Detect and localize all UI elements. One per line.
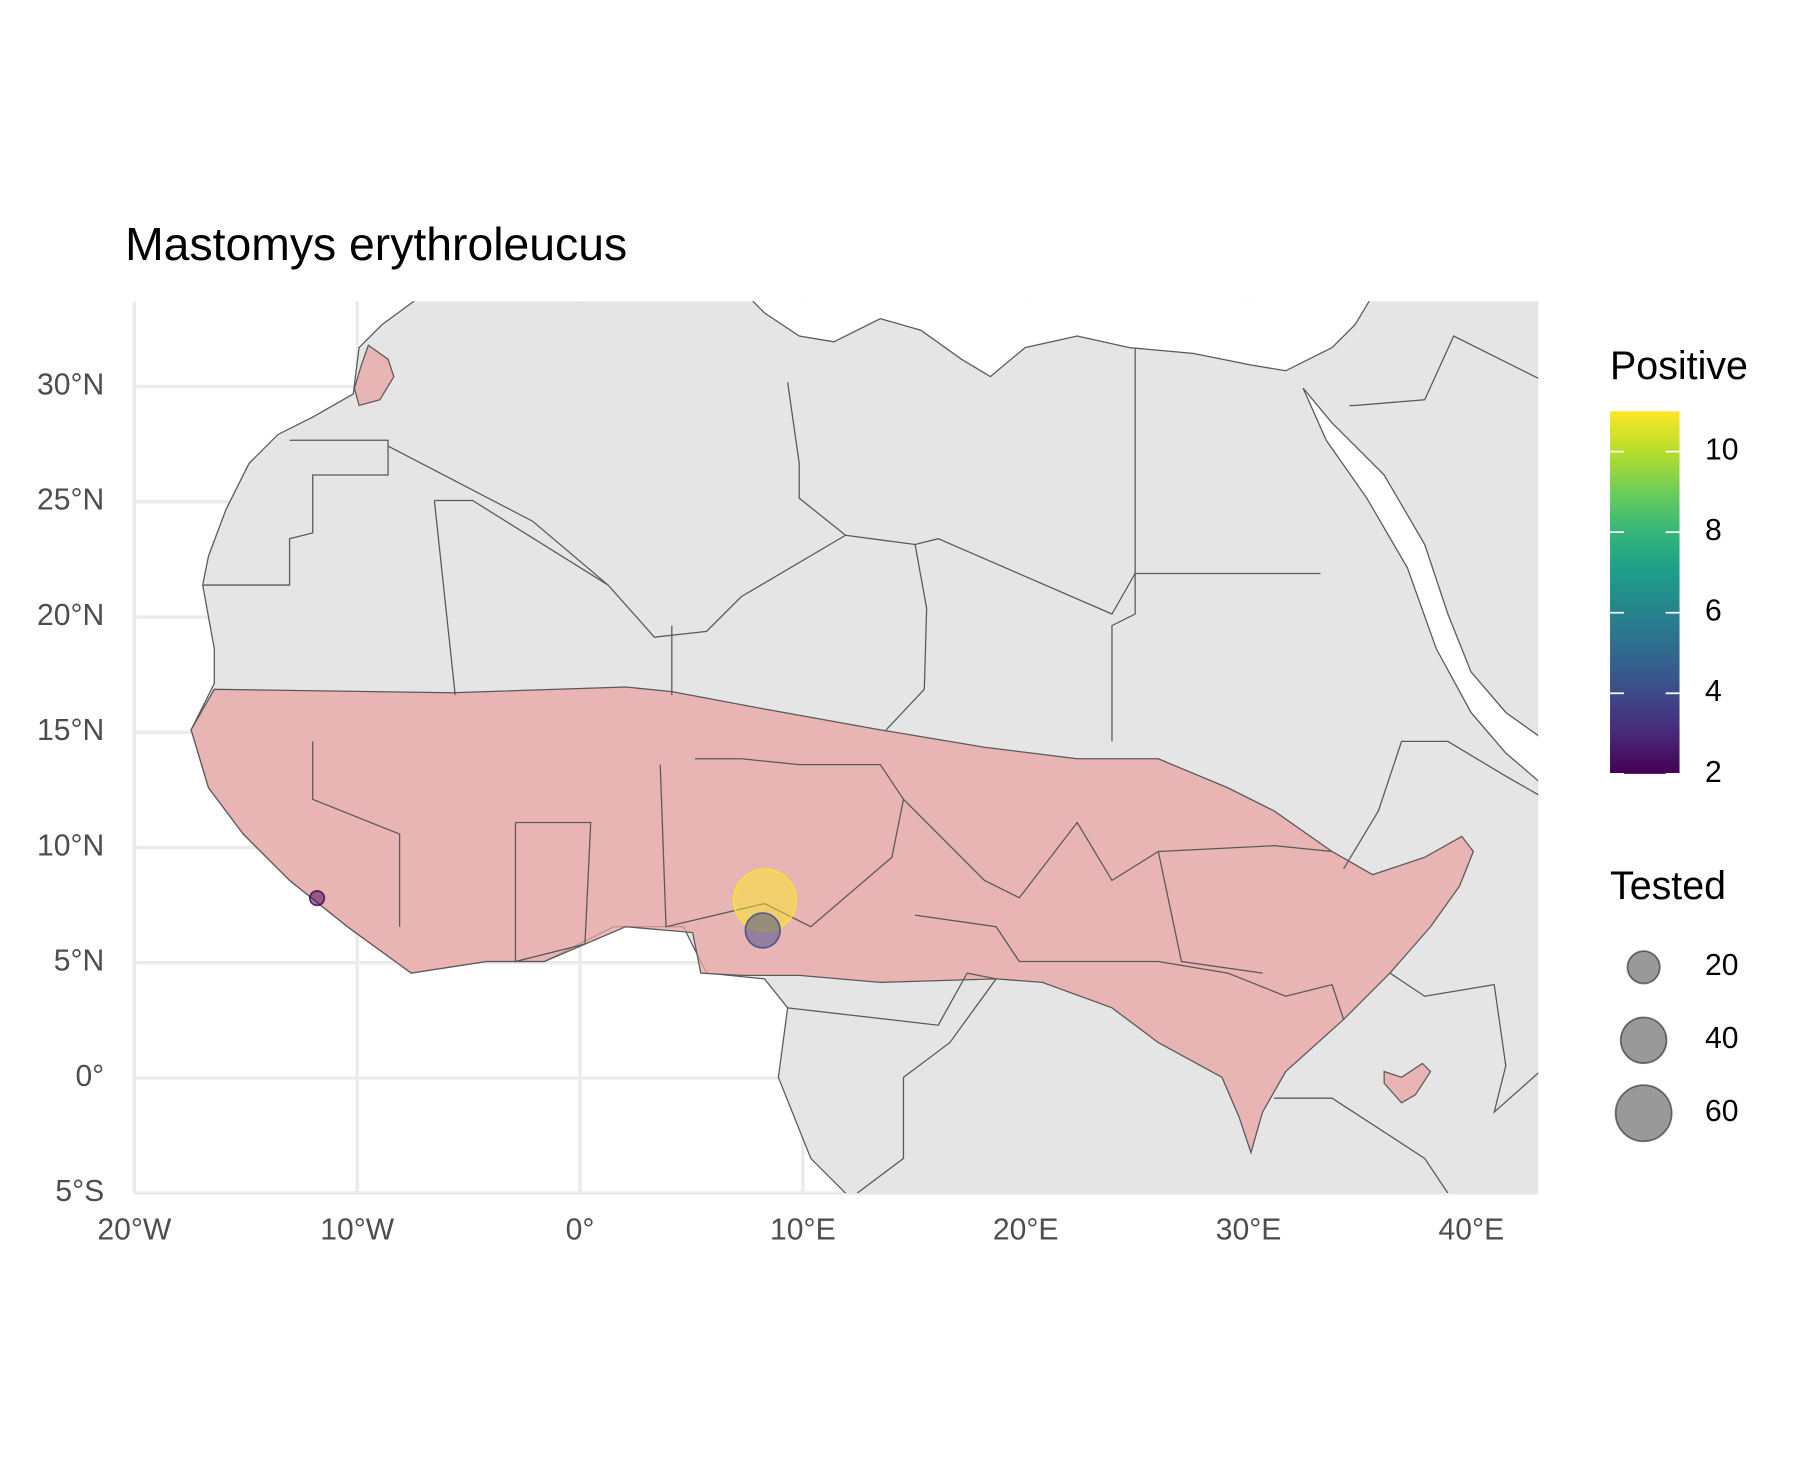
colorbar-label: 4 [1705, 675, 1722, 708]
border [1349, 335, 1539, 407]
x-tick-label: 10°E [770, 1213, 836, 1246]
colorbar-label: 8 [1705, 514, 1722, 547]
y-tick-label: 5°S [55, 1175, 104, 1208]
mediterranean [751, 301, 1370, 378]
y-tick-label: 15°N [37, 714, 104, 747]
size-legend-title: Tested [1610, 864, 1726, 908]
colorbar-label: 6 [1705, 595, 1722, 628]
point [308, 890, 326, 907]
x-tick-label: 10°W [320, 1213, 395, 1246]
border [433, 500, 456, 696]
y-tick-label: 25°N [37, 484, 104, 517]
border [1157, 851, 1263, 974]
range-area [353, 344, 395, 407]
range-area [1383, 1062, 1432, 1104]
border [434, 499, 609, 586]
legend: Positive Tested 2 4 6 8 10 20 40 60 [1610, 344, 1748, 1143]
x-tick-label: 0° [566, 1213, 595, 1246]
border [514, 821, 592, 963]
border [1274, 1097, 1449, 1194]
x-tick-label: 40°E [1439, 1213, 1505, 1246]
size-key [1626, 950, 1661, 985]
point [744, 912, 782, 949]
size-label: 40 [1705, 1022, 1739, 1055]
x-tick-label: 30°E [1216, 1213, 1282, 1246]
border [387, 445, 1321, 638]
border [312, 741, 401, 927]
x-tick-label: 20°E [993, 1213, 1059, 1246]
colorbar-label: 2 [1705, 756, 1722, 789]
colorbar [1610, 411, 1680, 774]
y-tick-label: 5°N [54, 945, 105, 978]
red-sea [1302, 387, 1539, 782]
border [787, 972, 998, 1194]
map-layer [190, 301, 1539, 1194]
y-tick-label: 0° [75, 1060, 104, 1093]
size-label: 20 [1705, 949, 1739, 982]
border [1389, 972, 1539, 1114]
size-key [1619, 1016, 1668, 1065]
border [1343, 740, 1539, 870]
border [914, 914, 1345, 1020]
size-key [1614, 1084, 1673, 1143]
y-tick-label: 20°N [37, 599, 104, 632]
points [308, 868, 798, 949]
border [659, 758, 905, 928]
y-tick-label: 30°N [37, 368, 104, 401]
country-borders [202, 335, 1539, 1194]
size-label: 60 [1705, 1095, 1739, 1128]
color-legend-title: Positive [1610, 344, 1748, 388]
border [787, 382, 846, 536]
chart-title: Mastomys erythroleucus [125, 218, 627, 270]
x-tick-label: 20°W [97, 1213, 172, 1246]
border [1111, 347, 1136, 742]
y-tick-label: 10°N [37, 829, 104, 862]
range-area [190, 686, 1475, 1155]
border [903, 798, 1333, 899]
border [885, 544, 928, 731]
colorbar-label: 10 [1705, 434, 1739, 467]
